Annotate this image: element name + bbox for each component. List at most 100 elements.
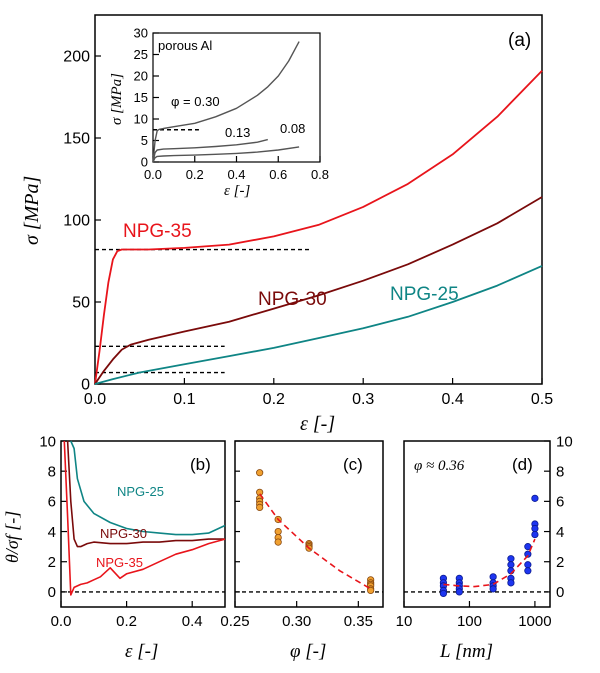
panel-b: 0.0 0.2 0.4 0 2 4 6 8 10 (b) NPG-25 NPG-30 NPG-3…	[2, 433, 226, 662]
panel-b-ytick-label: 0	[48, 584, 56, 601]
panel-c-xtick-label: 0.25	[220, 613, 249, 630]
panel-a-ytick-label: 150	[63, 131, 90, 148]
panel-c-fit-line	[259, 493, 372, 590]
panel-b-ytick-label: 6	[48, 494, 56, 511]
panel-a-series	[94, 70, 543, 385]
inset-annotation-030: φ = 0.30	[171, 94, 220, 109]
inset-xtick-label: 0.0	[144, 167, 162, 182]
panel-c-frame	[234, 440, 384, 608]
panel-a-xlabel: ε [-]	[300, 413, 335, 435]
panel-d-point	[489, 573, 497, 581]
panel-c-point	[274, 538, 282, 546]
panel-b-xtick-label: 0.4	[182, 613, 203, 630]
inset-ytick-label: 5	[141, 133, 148, 148]
panel-b-xtick-label: 0.2	[116, 613, 137, 630]
panel-c-point	[367, 586, 375, 595]
panel-b-xtick-label: 0.0	[51, 613, 72, 630]
inset-ytick-label: 10	[134, 112, 148, 127]
annotation-b-npg25: NPG-25	[117, 484, 164, 499]
panel-c-label: (c)	[343, 455, 363, 474]
panel-c-xtick-label: 0.35	[344, 613, 373, 630]
inset-xlabel: ε [-]	[224, 183, 250, 199]
panel-a-xtick-label: 0.3	[352, 391, 374, 408]
panel-b-line-npg-25	[70, 440, 226, 536]
panel-a-ytick-label: 0	[81, 377, 90, 394]
panel-d-point	[524, 550, 532, 558]
panel-c-ticks: 0.25 0.30 0.35	[220, 440, 373, 630]
panel-d-point	[439, 589, 448, 598]
inset-xtick-label: 0.4	[227, 167, 245, 182]
panel-a-xtick-label: 0.4	[441, 391, 463, 408]
panel-b-ytick-label: 2	[48, 554, 56, 571]
panel-b-ticks: 0.0 0.2 0.4 0 2 4 6 8 10	[39, 433, 202, 630]
panel-a-ytick-label: 100	[63, 213, 90, 230]
panel-d-point	[507, 579, 515, 587]
panel-d-point	[531, 524, 539, 533]
inset-ylabel: σ [MPa]	[109, 73, 125, 125]
panel-d-series	[439, 494, 539, 598]
panel-d-ytick-label: 6	[556, 494, 564, 511]
inset-line-0-30	[152, 41, 300, 163]
inset-ytick-label: 25	[134, 47, 148, 62]
panel-c-point	[256, 469, 264, 477]
panel-d-point	[489, 585, 497, 593]
panel-d-point	[531, 494, 539, 502]
panel-d-xtick-label: 1000	[518, 613, 551, 630]
panel-d-annotation: φ ≈ 0.36	[414, 458, 465, 474]
panel-b-line-npg-30	[66, 440, 225, 548]
inset-xtick-label: 0.6	[269, 167, 287, 182]
annotation-npg25: NPG-25	[390, 284, 459, 305]
inset-title: porous Al	[158, 38, 212, 53]
panel-d-frame	[403, 440, 551, 608]
panel-d-ytick-label: 10	[556, 433, 573, 450]
panel-d-ytick-label: 8	[556, 463, 564, 480]
annotation-npg30: NPG-30	[258, 289, 327, 310]
panel-c-xtick-label: 0.30	[282, 613, 311, 630]
panel-c-point	[274, 527, 282, 536]
inset-annotation-008: 0.08	[280, 121, 305, 136]
panel-d-fit-line	[443, 538, 536, 588]
panel-a-xtick-label: 0.0	[84, 391, 106, 408]
panel-b-ytick-label: 10	[39, 433, 56, 450]
panel-b-frame	[60, 440, 226, 608]
panel-d-ytick-label: 2	[556, 554, 564, 571]
panel-a-ylabel: σ [MPa]	[21, 176, 43, 245]
inset-line-0-13	[152, 138, 268, 163]
panel-d-ytick-label: 0	[556, 584, 564, 601]
panel-b-ylabel: θ/σf [-]	[2, 511, 22, 563]
panel-d-ytick-label: 4	[556, 524, 564, 541]
panel-a-frame	[94, 14, 543, 385]
inset-annotation-013: 0.13	[225, 125, 250, 140]
panel-a-line-npg-30	[94, 196, 543, 385]
panel-d-point	[507, 555, 515, 563]
panel-a-line-npg-25	[94, 265, 543, 385]
panel-d-point	[531, 530, 539, 539]
panel-d-xtick-label: 10	[396, 613, 413, 630]
panel-a-xtick-label: 0.1	[173, 391, 195, 408]
inset-ytick-label: 30	[134, 26, 148, 41]
inset-line-0-08	[152, 146, 300, 163]
panel-d-ticks: 10 100 1000 0 2 4 6 8 10	[396, 433, 573, 630]
panel-b-xlabel: ε [-]	[125, 641, 158, 662]
panel-a-xtick-label: 0.2	[263, 391, 285, 408]
panel-b-series	[63, 440, 226, 596]
panel-a-reference-lines	[95, 248, 310, 374]
panel-c-point	[256, 503, 264, 511]
panel-b-label: (b)	[190, 455, 211, 474]
panel-b-line-npg-35	[63, 440, 226, 596]
annotation-b-npg30: NPG-30	[100, 526, 147, 541]
panel-d-point	[507, 561, 515, 569]
annotation-npg35: NPG-35	[123, 221, 192, 242]
panel-d-point	[455, 588, 463, 596]
panel-d-point	[524, 567, 532, 575]
annotation-b-npg35: NPG-35	[96, 555, 143, 570]
inset-ytick-label: 20	[134, 69, 148, 84]
panel-c-xlabel: φ [-]	[290, 641, 326, 662]
panel-d: 10 100 1000 0 2 4 6 8 10 (d) φ ≈ 0.36 L [nm]	[396, 433, 573, 662]
panel-d-xtick-label: 100	[457, 613, 482, 630]
inset-series	[152, 41, 300, 163]
panel-a-ytick-label: 50	[72, 295, 90, 312]
inset-ticks: 0.0 0.2 0.4 0.6 0.8 0 5 10 15 20 25 30	[134, 26, 330, 182]
